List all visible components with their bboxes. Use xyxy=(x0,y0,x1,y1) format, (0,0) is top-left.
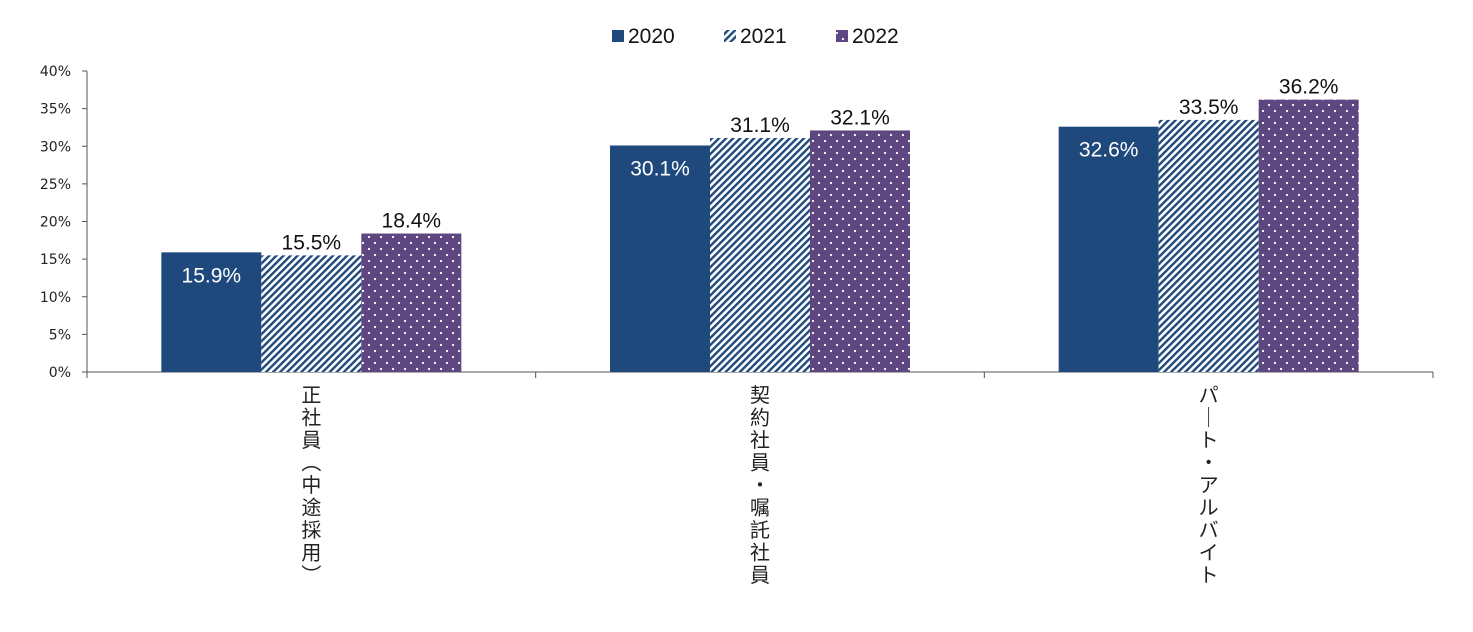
data-label-2020-1: 15.9% xyxy=(182,264,242,287)
legend-label-2021: 2021 xyxy=(740,25,787,48)
data-label-2020-2: 30.1% xyxy=(630,157,690,180)
category-label-1: 正社員︵中途採用︶ xyxy=(301,383,321,587)
category-labels: 正社員︵中途採用︶ 契約社員・嘱託社員 パ｜ト・アルバイト xyxy=(301,383,1218,587)
y-tick-label: 30% xyxy=(40,139,71,155)
bar-2021-3 xyxy=(1158,119,1259,372)
bar-2020-3 xyxy=(1058,126,1159,372)
data-label-2021-3: 33.5% xyxy=(1179,96,1239,119)
legend-swatch-2020 xyxy=(612,30,624,42)
y-tick-label: 5% xyxy=(49,327,71,343)
data-labels: 15.9% 30.1% 32.6% 15.5% 31.1% 33.5% 18.4% 32.1%… xyxy=(182,76,1339,288)
y-tick-label: 25% xyxy=(40,177,71,193)
data-label-2022-3: 36.2% xyxy=(1279,76,1339,99)
bar-2021-1 xyxy=(261,255,362,372)
bar-2020-2 xyxy=(610,145,710,372)
category-label-3: パ｜ト・アルバイト xyxy=(1199,383,1219,587)
legend-item-2021: 2021 xyxy=(724,25,787,48)
bar-2020-1 xyxy=(161,252,262,372)
y-tick-label: 15% xyxy=(40,252,71,268)
data-label-2021-2: 31.1% xyxy=(730,114,790,137)
y-tick-label: 0% xyxy=(49,365,71,381)
category-label-2: 契約社員・嘱託社員 xyxy=(750,383,770,587)
data-label-2022-2: 32.1% xyxy=(830,106,890,129)
y-tick-label: 35% xyxy=(40,102,71,118)
legend-label-2022: 2022 xyxy=(852,25,899,48)
legend-swatch-2021 xyxy=(724,30,736,42)
legend-item-2020: 2020 xyxy=(612,25,675,48)
bar-2022-3 xyxy=(1258,99,1359,372)
y-tick-label: 20% xyxy=(40,215,71,231)
legend-swatch-2022 xyxy=(836,30,848,42)
bar-2022-2 xyxy=(810,130,910,372)
data-label-2020-3: 32.6% xyxy=(1079,139,1139,162)
legend-item-2022: 2022 xyxy=(836,25,899,48)
data-label-2022-1: 18.4% xyxy=(382,210,442,233)
y-tick-label: 10% xyxy=(40,290,71,306)
bar-2022-1 xyxy=(361,233,462,372)
legend: 2020 2021 2022 xyxy=(612,25,899,48)
bars xyxy=(161,99,1359,372)
bar-2021-2 xyxy=(710,137,810,372)
data-label-2021-1: 15.5% xyxy=(282,231,342,254)
legend-label-2020: 2020 xyxy=(628,25,675,48)
y-tick-label: 40% xyxy=(40,64,71,80)
